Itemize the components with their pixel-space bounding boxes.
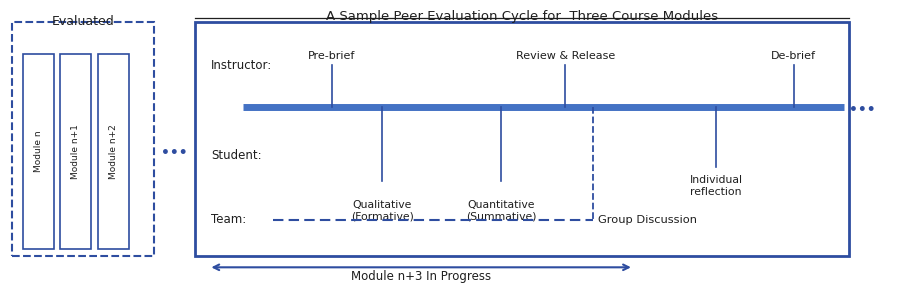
Text: Instructor:: Instructor:	[211, 59, 272, 72]
Text: Group Discussion: Group Discussion	[597, 215, 697, 225]
Text: Individual
reflection: Individual reflection	[689, 175, 742, 197]
Text: Student:: Student:	[211, 149, 262, 162]
Text: Module n+2: Module n+2	[108, 124, 118, 179]
Text: A Sample Peer Evaluation Cycle for  Three Course Modules: A Sample Peer Evaluation Cycle for Three…	[325, 10, 718, 23]
Text: Review & Release: Review & Release	[515, 51, 614, 61]
Text: Evaluated: Evaluated	[51, 15, 115, 28]
Text: •••: •••	[847, 103, 874, 117]
Text: Team:: Team:	[211, 213, 246, 226]
Text: Qualitative
(Formative): Qualitative (Formative)	[350, 200, 414, 222]
Text: Quantitative
(Summative): Quantitative (Summative)	[465, 200, 536, 222]
Text: Module n+1: Module n+1	[72, 124, 80, 179]
Text: De-brief: De-brief	[770, 51, 815, 61]
Text: •••: •••	[161, 146, 187, 160]
Text: Pre-brief: Pre-brief	[308, 51, 356, 61]
Text: Module n+3 In Progress: Module n+3 In Progress	[351, 270, 491, 283]
Text: Module n: Module n	[34, 131, 43, 172]
